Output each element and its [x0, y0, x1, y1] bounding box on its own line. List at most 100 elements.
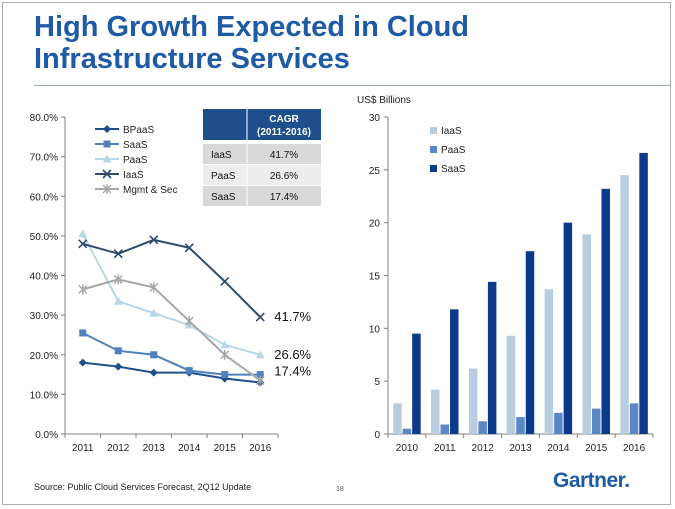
y-tick-label: 70.0%	[30, 153, 58, 164]
bar	[478, 421, 487, 434]
data-point	[255, 350, 265, 359]
title-divider	[34, 85, 670, 86]
data-point	[114, 347, 122, 355]
data-point	[255, 312, 265, 322]
cagr-annotation: 41.7%	[274, 309, 311, 324]
cagr-row-bg	[203, 165, 321, 185]
bar	[393, 403, 402, 434]
data-point	[78, 358, 87, 367]
cagr-annotation: 17.4%	[274, 364, 311, 379]
bar	[402, 428, 412, 434]
x-tick-label: 2016	[249, 443, 272, 454]
data-point	[79, 329, 87, 337]
data-point	[221, 371, 229, 379]
x-tick-label: 2013	[509, 443, 532, 454]
y-tick-label: 50.0%	[30, 232, 58, 243]
series-line	[81, 233, 261, 356]
cagr-table: CAGR (2011-2016) IaaS 41.7% PaaS 26.6% S…	[203, 109, 321, 206]
bar	[544, 289, 554, 434]
x-tick-label: 2013	[143, 443, 166, 454]
data-point	[113, 274, 123, 285]
cagr-row-bg	[203, 186, 321, 206]
bar	[591, 408, 601, 434]
slide-title: High Growth Expected in Cloud Infrastruc…	[34, 11, 494, 75]
bar	[431, 389, 440, 434]
y-tick-label: 15	[369, 272, 381, 283]
x-tick-label: 2014	[547, 443, 570, 454]
cagr-row-bg	[203, 144, 321, 164]
data-point	[113, 249, 123, 259]
bar	[516, 417, 525, 434]
legend-label: IaaS	[441, 126, 462, 137]
cagr-row-value: 26.6%	[270, 171, 298, 182]
page-number: 18	[336, 486, 344, 493]
bar	[563, 222, 573, 434]
bar	[412, 333, 421, 434]
legend-swatch	[430, 146, 437, 153]
legend-swatch	[430, 165, 437, 172]
x-tick-label: 2014	[178, 443, 201, 454]
bar	[440, 424, 450, 434]
logo-text: Gartner	[553, 469, 625, 492]
data-point	[149, 308, 159, 317]
x-tick-label: 2010	[396, 443, 419, 454]
series-line	[82, 361, 261, 384]
cagr-line-chart: 0.0% 10.0% 20.0% 30.0% 40.0% 50.0% 60.0% 70.0% 8…	[30, 113, 312, 454]
bar	[639, 152, 648, 434]
data-point	[149, 235, 159, 245]
bar	[582, 234, 591, 434]
legend-marker	[103, 125, 111, 133]
data-point	[255, 375, 265, 386]
data-point	[220, 340, 230, 349]
legend-marker	[102, 154, 112, 163]
y-tick-label: 25	[369, 166, 381, 177]
data-point	[184, 316, 194, 327]
data-point	[184, 243, 194, 253]
data-point	[113, 296, 123, 305]
bar	[487, 281, 497, 434]
y-tick-label: 5	[374, 377, 380, 388]
data-point	[220, 276, 230, 287]
data-point	[185, 367, 193, 375]
cagr-annotation: 26.6%	[274, 347, 311, 362]
legend-label: PaaS	[441, 145, 466, 156]
bar	[620, 175, 629, 434]
y-tick-label: 0.0%	[35, 430, 58, 441]
data-point	[149, 368, 158, 377]
data-point	[220, 349, 230, 360]
y-tick-label: 60.0%	[30, 192, 58, 203]
data-point	[149, 282, 159, 293]
slide: High Growth Expected in Cloud Infrastruc…	[2, 2, 671, 505]
y-tick-label: 20.0%	[30, 351, 58, 362]
legend-marker	[103, 140, 111, 148]
legend-label: PaaS	[123, 155, 148, 166]
data-point	[78, 239, 88, 249]
bar	[601, 188, 610, 434]
y-axis-label: US$ Billions	[357, 95, 411, 106]
legend-label: IaaS	[123, 170, 144, 181]
data-point	[78, 284, 88, 295]
x-tick-label: 2011	[434, 443, 456, 454]
legend-swatch	[430, 127, 437, 134]
series-line	[82, 278, 261, 382]
data-point	[150, 351, 158, 359]
y-tick-label: 30.0%	[30, 311, 58, 322]
bar	[554, 412, 563, 434]
legend-label: Mgmt & Sec	[123, 185, 177, 196]
cagr-row-value: 17.4%	[270, 192, 298, 203]
legend-marker	[102, 169, 112, 179]
y-tick-label: 10.0%	[30, 390, 58, 401]
source-note: Source: Public Cloud Services Forecast, …	[34, 482, 252, 492]
x-tick-label: 2011	[72, 443, 94, 454]
y-tick-label: 0	[374, 430, 380, 441]
data-point	[256, 371, 264, 379]
gartner-logo: Gartner.	[553, 469, 630, 493]
series-line	[82, 238, 261, 318]
bar	[629, 403, 639, 434]
bar	[450, 309, 459, 434]
logo-dot: .	[624, 469, 630, 492]
y-tick-label: 80.0%	[30, 113, 58, 124]
bar	[525, 251, 535, 434]
legend-label: BPaaS	[123, 125, 154, 136]
data-point	[78, 229, 88, 238]
